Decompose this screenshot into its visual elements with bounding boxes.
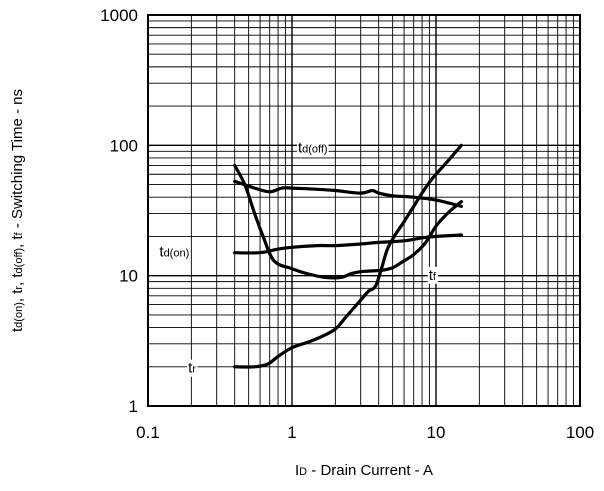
x-tick-label: 10 [427,423,446,442]
y-tick-label: 1 [129,397,138,416]
y-axis-label-part: , t [9,289,26,302]
y-tick-label: 100 [110,136,138,155]
curve-tr [233,143,463,369]
major-gridlines [147,15,580,407]
y-tick-label: 10 [119,267,138,286]
curve-label-sub: r [192,364,196,376]
curve-tdon [233,233,463,255]
x-tick-label: 100 [566,423,594,442]
curve-tf [233,163,463,280]
curve-label-main: t [188,360,193,377]
curve-label-sub: f [433,271,437,283]
y-axis-label-sub: r [13,286,25,290]
curve-label-sub: d(off) [302,144,327,156]
y-axis-label: td(on), tr, td(off), tf - Switching Time… [9,89,26,332]
curve-label-main: t [429,267,434,284]
curve-label-tf: tf [429,267,437,284]
curve-label-background [158,243,191,261]
y-tick-label: 1000 [100,6,138,25]
x-tick-label: 1 [287,423,296,442]
curve-label-tdon: td(on) [159,244,189,261]
y-axis-label-part: t [9,327,26,332]
y-axis-label-part: , t [9,273,26,286]
y-axis-label-part: , t [9,235,26,248]
x-axis-label-main: I [295,462,299,479]
curve-tdoff [233,179,463,208]
curve-label-tr: tr [188,360,196,377]
minor-gridlines [148,15,580,406]
y-axis-label-part: - Switching Time - ns [9,89,26,232]
x-axis-label-sub: D [299,466,307,478]
y-axis-label-sub: f [13,231,25,235]
curve-label-main: t [298,140,303,157]
plot-frame [147,14,581,407]
y-axis-label-sub: d(on) [13,302,25,328]
y-tick-labels: 1 10 100 1000 [100,6,138,416]
curve-label-background [296,139,329,157]
curve-label-background [187,359,198,377]
x-tick-labels: 0.1 1 10 100 [136,423,594,442]
curve-label-sub: d(on) [164,248,190,260]
x-tick-label: 0.1 [136,423,160,442]
x-axis-label-rest: - Drain Current - A [307,462,433,479]
curve-label-background [427,266,438,284]
curve-label-tdoff: td(off) [298,140,328,157]
y-axis-label-sub: d(off) [13,248,25,273]
curve-label-main: t [159,244,164,261]
curves [233,143,463,369]
x-axis-label: ID - Drain Current - A [295,462,433,479]
